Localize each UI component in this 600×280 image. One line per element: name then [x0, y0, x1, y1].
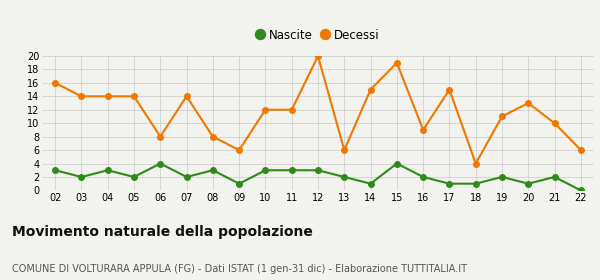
Line: Decessi: Decessi [52, 53, 584, 166]
Decessi [551, 122, 558, 125]
Decessi [78, 95, 85, 98]
Decessi [446, 88, 453, 91]
Nascite [499, 175, 506, 179]
Nascite [367, 182, 374, 185]
Nascite [157, 162, 164, 165]
Nascite [262, 169, 269, 172]
Decessi [499, 115, 506, 118]
Decessi [341, 148, 348, 152]
Decessi [104, 95, 112, 98]
Decessi [472, 162, 479, 165]
Decessi [524, 101, 532, 105]
Nascite [288, 169, 295, 172]
Nascite [551, 175, 558, 179]
Line: Nascite: Nascite [52, 161, 584, 193]
Decessi [577, 148, 584, 152]
Nascite [393, 162, 400, 165]
Decessi [367, 88, 374, 91]
Nascite [78, 175, 85, 179]
Nascite [52, 169, 59, 172]
Decessi [419, 128, 427, 132]
Nascite [341, 175, 348, 179]
Nascite [314, 169, 322, 172]
Nascite [236, 182, 243, 185]
Nascite [446, 182, 453, 185]
Nascite [130, 175, 137, 179]
Nascite [104, 169, 112, 172]
Decessi [288, 108, 295, 111]
Text: COMUNE DI VOLTURARA APPULA (FG) - Dati ISTAT (1 gen-31 dic) - Elaborazione TUTTI: COMUNE DI VOLTURARA APPULA (FG) - Dati I… [12, 264, 467, 274]
Nascite [524, 182, 532, 185]
Decessi [236, 148, 243, 152]
Decessi [262, 108, 269, 111]
Decessi [393, 61, 400, 64]
Nascite [419, 175, 427, 179]
Nascite [577, 189, 584, 192]
Nascite [472, 182, 479, 185]
Nascite [183, 175, 190, 179]
Decessi [157, 135, 164, 138]
Nascite [209, 169, 217, 172]
Legend: Nascite, Decessi: Nascite, Decessi [252, 24, 384, 47]
Text: Movimento naturale della popolazione: Movimento naturale della popolazione [12, 225, 313, 239]
Decessi [130, 95, 137, 98]
Decessi [183, 95, 190, 98]
Decessi [314, 54, 322, 58]
Decessi [52, 81, 59, 85]
Decessi [209, 135, 217, 138]
